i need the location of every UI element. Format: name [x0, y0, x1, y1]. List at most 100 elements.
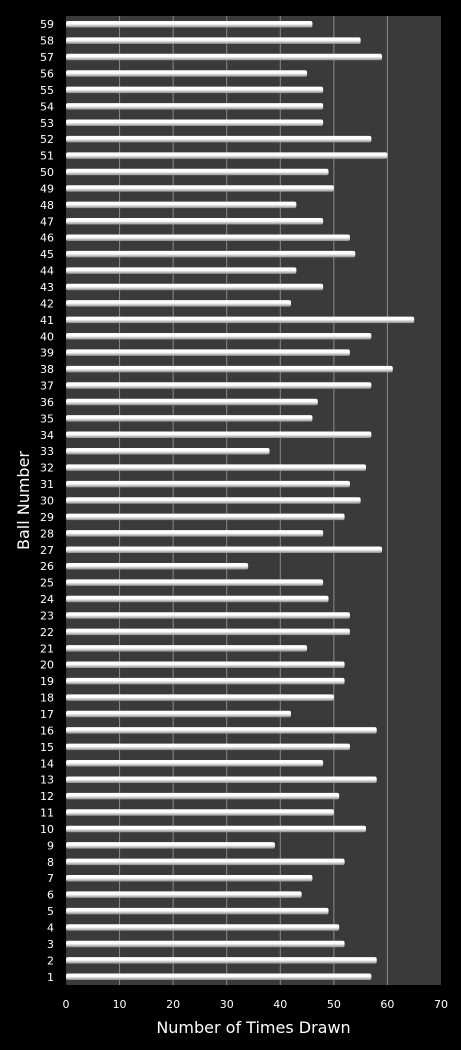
y-tick-label: 34 [40, 429, 54, 442]
y-tick-label: 25 [40, 577, 54, 590]
y-tick-label: 4 [47, 922, 54, 935]
y-tick-label: 12 [40, 790, 54, 803]
y-tick-label: 33 [40, 445, 54, 458]
y-tick-label: 22 [40, 626, 54, 639]
x-tick-label: 60 [380, 998, 394, 1011]
bar-ball-16 [66, 727, 377, 734]
bar-ball-51 [66, 152, 388, 159]
bar-ball-38 [66, 365, 393, 373]
y-tick-label: 41 [40, 314, 54, 327]
bar-ball-13 [66, 776, 377, 783]
y-tick-label: 54 [40, 100, 54, 113]
y-tick-label: 23 [40, 609, 54, 622]
y-tick-label: 24 [40, 593, 54, 606]
bar-ball-34 [66, 431, 372, 439]
y-tick-label: 10 [40, 823, 54, 836]
y-tick-label: 47 [40, 215, 54, 228]
bar-ball-18 [66, 694, 334, 701]
bar-ball-8 [66, 858, 345, 866]
y-tick-label: 9 [47, 839, 54, 852]
bar-ball-7 [66, 874, 313, 882]
bar-ball-48 [66, 201, 297, 209]
bar-ball-39 [66, 349, 350, 356]
bar-ball-28 [66, 530, 324, 537]
bar-ball-22 [66, 628, 350, 636]
y-tick-label: 45 [40, 248, 54, 261]
y-tick-label: 6 [47, 889, 54, 902]
bar-ball-57 [66, 53, 383, 61]
y-tick-label: 35 [40, 412, 54, 425]
bar-ball-31 [66, 480, 350, 488]
y-tick-label: 3 [47, 938, 54, 951]
x-tick-label: 0 [63, 998, 70, 1011]
bar-ball-47 [66, 218, 324, 225]
bar-ball-44 [66, 267, 297, 274]
bar-ball-32 [66, 464, 366, 471]
x-tick-label: 30 [220, 998, 234, 1011]
y-tick-label: 55 [40, 84, 54, 97]
bar-ball-41 [66, 316, 415, 324]
y-tick-label: 51 [40, 150, 54, 163]
y-tick-label: 14 [40, 757, 54, 770]
bar-ball-14 [66, 760, 324, 767]
bar-ball-36 [66, 398, 318, 406]
y-tick-label: 1 [47, 971, 54, 984]
x-tick-label: 20 [166, 998, 180, 1011]
x-tick-label: 40 [273, 998, 287, 1011]
bar-ball-45 [66, 250, 356, 258]
y-axis-title: Ball Number [14, 451, 33, 550]
y-tick-label: 19 [40, 675, 54, 688]
bar-ball-25 [66, 579, 324, 586]
bar-ball-49 [66, 185, 334, 192]
x-tick-label: 50 [327, 998, 341, 1011]
bar-ball-54 [66, 103, 324, 110]
x-tick-label: 70 [434, 998, 448, 1011]
y-tick-label: 48 [40, 199, 54, 212]
y-tick-label: 5 [47, 905, 54, 918]
y-tick-label: 2 [47, 954, 54, 967]
y-tick-label: 16 [40, 724, 54, 737]
y-tick-label: 28 [40, 527, 54, 540]
bar-ball-26 [66, 562, 249, 570]
bar-ball-3 [66, 940, 345, 948]
bar-ball-58 [66, 37, 361, 44]
y-tick-label: 36 [40, 396, 54, 409]
bar-ball-43 [66, 283, 324, 291]
y-tick-label: 20 [40, 659, 54, 672]
y-tick-label: 17 [40, 708, 54, 721]
bar-ball-35 [66, 415, 313, 422]
bar-ball-42 [66, 300, 291, 307]
bar-ball-20 [66, 661, 345, 668]
y-tick-label: 31 [40, 478, 54, 491]
x-axis-tick-labels: 0 10 20 30 40 50 60 70 [63, 998, 449, 1011]
bar-ball-9 [66, 842, 275, 849]
y-tick-label: 39 [40, 347, 54, 360]
y-tick-label: 59 [40, 18, 54, 31]
bar-ball-56 [66, 70, 308, 77]
y-tick-label: 37 [40, 380, 54, 393]
bar-ball-10 [66, 825, 366, 833]
y-tick-label: 29 [40, 511, 54, 524]
x-axis-title: Number of Times Drawn [156, 1018, 350, 1037]
y-tick-label: 21 [40, 642, 54, 655]
y-tick-label: 8 [47, 856, 54, 869]
bar-ball-12 [66, 792, 340, 800]
bar-ball-40 [66, 333, 372, 340]
bar-ball-2 [66, 957, 377, 964]
y-tick-label: 15 [40, 741, 54, 754]
bar-ball-46 [66, 234, 350, 241]
bar-ball-21 [66, 645, 308, 652]
y-tick-label: 32 [40, 462, 54, 475]
bar-ball-1 [66, 973, 372, 981]
bar-ball-4 [66, 924, 340, 931]
y-tick-label: 26 [40, 560, 54, 573]
bar-ball-53 [66, 119, 324, 127]
bar-ball-33 [66, 447, 270, 455]
y-tick-label: 7 [47, 872, 54, 885]
bar-ball-55 [66, 86, 324, 94]
bar-ball-11 [66, 809, 334, 816]
y-tick-label: 57 [40, 51, 54, 64]
y-tick-label: 40 [40, 330, 54, 343]
